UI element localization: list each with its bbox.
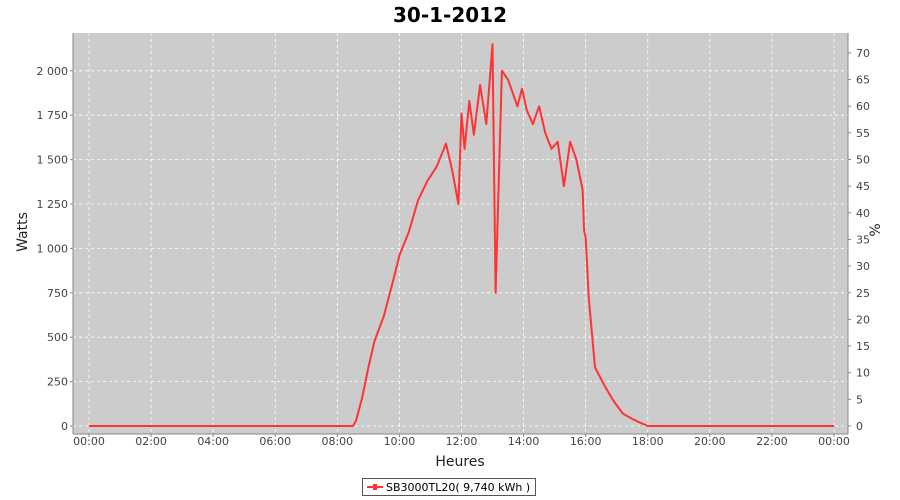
y2-tick-label: 10 [856, 367, 870, 380]
y2-tick-label: 25 [856, 287, 870, 300]
y-tick-labels: 0 250 500 750 1 000 1 250 1 500 1 750 2 000 [37, 65, 73, 433]
y2-tick-label: 40 [856, 207, 870, 220]
x-tick-label: 06:00 [259, 435, 291, 448]
grid-lines [73, 33, 848, 434]
x-tick-label: 18:00 [632, 435, 664, 448]
y2-tick-label: 20 [856, 313, 870, 326]
y2-tick-label: 0 [856, 420, 863, 433]
y-tick-label: 1 750 [37, 109, 69, 122]
x-tick-label: 16:00 [570, 435, 602, 448]
x-tick-label: 00:00 [818, 435, 850, 448]
x-tick-label: 14:00 [508, 435, 540, 448]
chart-title: 30-1-2012 [393, 3, 507, 27]
y2-tick-label: 5 [856, 393, 863, 406]
x-tick-label: 08:00 [321, 435, 353, 448]
x-tick-label: 22:00 [756, 435, 788, 448]
y2-axis-label: % [868, 223, 884, 236]
y2-tick-label: 50 [856, 154, 870, 167]
y2-tick-label: 60 [856, 100, 870, 113]
legend-swatch [367, 484, 383, 490]
y-tick-label: 750 [47, 287, 68, 300]
y2-tick-label: 70 [856, 47, 870, 60]
x-tick-label: 02:00 [135, 435, 167, 448]
y2-tick-label: 35 [856, 233, 870, 246]
y-tick-label: 250 [47, 376, 68, 389]
y-tick-label: 1 000 [37, 242, 69, 255]
y-tick-label: 1 500 [37, 154, 69, 167]
y-tick-label: 0 [61, 420, 68, 433]
y2-tick-label: 30 [856, 260, 870, 273]
x-tick-label: 00:00 [73, 435, 105, 448]
y2-tick-label: 55 [856, 127, 870, 140]
legend-label: SB3000TL20( 9,740 kWh ) [386, 480, 531, 494]
x-tick-label: 04:00 [197, 435, 229, 448]
y-axis-label: Watts [15, 212, 31, 252]
y-tick-label: 500 [47, 331, 68, 344]
plot-area [73, 33, 848, 434]
x-tick-label: 12:00 [446, 435, 478, 448]
series-line [89, 43, 834, 427]
legend: SB3000TL20( 9,740 kWh ) [362, 478, 536, 496]
y-tick-label: 2 000 [37, 65, 69, 78]
y-tick-label: 1 250 [37, 198, 69, 211]
y2-tick-label: 65 [856, 74, 870, 87]
x-axis-label: Heures [435, 454, 484, 470]
x-tick-label: 20:00 [694, 435, 726, 448]
y2-tick-labels: 0 5 10 15 20 25 30 35 40 45 50 55 60 65 70 [848, 47, 870, 433]
x-tick-label: 10:00 [384, 435, 416, 448]
x-tick-labels: 00:00 02:00 04:00 06:00 08:00 10:00 12:00 14:00… [73, 434, 850, 448]
y2-tick-label: 45 [856, 180, 870, 193]
y2-tick-label: 15 [856, 340, 870, 353]
